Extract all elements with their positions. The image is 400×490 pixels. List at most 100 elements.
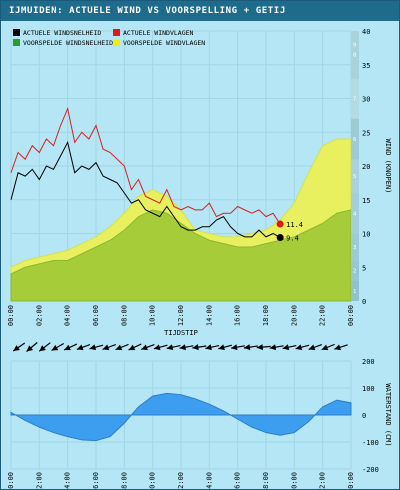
forecast-speed-area xyxy=(10,209,352,302)
beaufort-band xyxy=(351,280,359,301)
wind-direction-arrow xyxy=(192,344,207,351)
wind-direction-arrow xyxy=(295,344,310,351)
wind-x-tick-label: 02:00 xyxy=(35,305,43,326)
arrow-head xyxy=(295,344,303,351)
tide-y-tick-label: -100 xyxy=(362,439,379,447)
wind-direction-arrow xyxy=(102,344,116,351)
tide-chart-panel: -200 -100 0 100 200 WATERSTAND (CM) 00:00 02:00… xyxy=(7,358,392,489)
beaufort-label: 2 xyxy=(353,269,356,275)
arrow-head xyxy=(89,344,97,351)
wind-x-tick-label: 08:00 xyxy=(120,305,128,326)
wind-direction-arrow xyxy=(115,343,129,351)
actual-gust-line xyxy=(10,106,281,225)
tide-x-tick-label: 20:00 xyxy=(290,472,298,489)
legend-label: ACTUELE WINDVLAGEN xyxy=(123,29,194,37)
legend-label: VOORSPELDE WINDSNELHEID xyxy=(23,39,113,47)
beaufort-band xyxy=(351,78,359,119)
arrow-head xyxy=(256,344,263,351)
latest-value-label: 11.4 xyxy=(286,221,303,229)
legend-label: VOORSPELDE WINDVLAGEN xyxy=(123,39,205,47)
tide-y-tick-label: 100 xyxy=(362,385,375,393)
wind-direction-arrow xyxy=(128,343,142,351)
beaufort-band xyxy=(351,193,359,234)
wind-direction-arrow xyxy=(179,344,194,351)
wind-y-axis-title: WIND (KNOPEN) xyxy=(384,139,392,194)
wind-direction-arrow xyxy=(205,344,220,351)
tide-x-tick-label: 08:00 xyxy=(120,472,128,489)
wind-direction-arrow xyxy=(63,343,78,351)
wind-direction-arrow xyxy=(243,344,258,351)
beaufort-label: 4 xyxy=(353,211,357,217)
arrow-head xyxy=(102,344,110,351)
wind-x-tick-label: 00:00 xyxy=(7,305,15,326)
tide-x-tick-label: 06:00 xyxy=(92,472,100,489)
arrow-head xyxy=(76,344,84,351)
actual-speed-line xyxy=(10,140,281,238)
wind-x-tick-label: 20:00 xyxy=(290,305,298,326)
beaufort-label: 9 xyxy=(353,43,356,49)
legend-swatch xyxy=(113,29,120,36)
beaufort-label: 8 xyxy=(353,53,356,59)
arrow-head xyxy=(51,344,59,351)
legend-swatch xyxy=(113,39,120,46)
wind-y-tick-label: 15 xyxy=(362,197,370,205)
wind-direction-arrow xyxy=(334,344,348,351)
arrow-head xyxy=(218,344,225,351)
arrow-head xyxy=(231,344,238,351)
beaufort-label: 5 xyxy=(353,174,356,180)
wind-direction-arrow xyxy=(51,342,65,352)
wind-y-tick-label: 35 xyxy=(362,62,370,70)
wind-x-axis-title: TIJDSTIP xyxy=(164,329,198,337)
legend-swatch xyxy=(13,39,20,46)
wind-direction-arrow xyxy=(321,343,335,351)
tide-y-tick-label: -200 xyxy=(362,466,379,474)
beaufort-band xyxy=(351,233,359,261)
wind-x-tick-label: 18:00 xyxy=(262,305,270,326)
wind-direction-arrow xyxy=(141,344,155,351)
widget-title: IJMUIDEN: ACTUELE WIND VS VOORSPELLING +… xyxy=(1,1,399,21)
arrow-head xyxy=(205,344,212,351)
beaufort-label: 6 xyxy=(353,137,356,143)
wind-y-tick-label: 25 xyxy=(362,129,370,137)
wind-y-tick-label: 5 xyxy=(362,264,366,272)
tide-x-tick-label: 14:00 xyxy=(205,472,213,489)
tide-y-tick-label: 0 xyxy=(362,412,366,420)
wind-x-tick-label: 10:00 xyxy=(149,305,157,326)
wind-x-tick-label: 22:00 xyxy=(319,305,327,326)
tide-x-tick-label: 12:00 xyxy=(177,472,185,489)
tide-x-tick-label: 00:00 xyxy=(347,472,355,489)
arrow-head xyxy=(269,344,277,351)
wind-direction-arrow xyxy=(12,342,26,352)
beaufort-label: 7 xyxy=(353,97,356,103)
tide-y-axis-title: WATERSTAND (CM) xyxy=(384,383,392,446)
wind-x-tick-label: 14:00 xyxy=(205,305,213,326)
wind-chart-panel: 11.4 9.4 1 2 3 4 5 6 7 8 9 0 5 10 15 20 25 30 35 40 WIND (KN… xyxy=(7,28,392,337)
arrow-head xyxy=(128,344,136,351)
beaufort-band xyxy=(351,118,359,160)
wind-direction-arrow xyxy=(218,344,232,351)
wind-direction-arrow xyxy=(230,344,245,351)
wind-direction-arrow xyxy=(76,344,91,351)
actual-speed-latest-point xyxy=(276,234,284,242)
wind-direction-arrow xyxy=(89,344,104,351)
wind-y-tick-label: 20 xyxy=(362,163,370,171)
arrow-head xyxy=(308,344,316,351)
wind-tide-chart: 11.4 9.4 1 2 3 4 5 6 7 8 9 0 5 10 15 20 25 30 35 40 WIND (KN… xyxy=(7,28,392,489)
arrow-head xyxy=(166,344,174,351)
beaufort-label: 1 xyxy=(353,289,356,295)
beaufort-label: 3 xyxy=(353,245,356,251)
tide-x-tick-label: 04:00 xyxy=(64,472,72,489)
wind-direction-row xyxy=(12,342,348,352)
wind-x-tick-label: 04:00 xyxy=(64,305,72,326)
tide-x-tick-label: 16:00 xyxy=(234,472,242,489)
tide-x-tick-label: 00:00 xyxy=(7,472,15,489)
wind-y-tick-label: 10 xyxy=(362,231,370,239)
arrow-head xyxy=(192,344,199,351)
wind-x-tick-label: 00:00 xyxy=(347,305,355,326)
wind-direction-arrow xyxy=(26,342,38,352)
legend-swatch xyxy=(13,29,20,36)
tide-y-tick-label: 200 xyxy=(362,358,375,366)
wind-direction-arrow xyxy=(308,344,323,351)
tide-x-tick-label: 02:00 xyxy=(35,472,43,489)
